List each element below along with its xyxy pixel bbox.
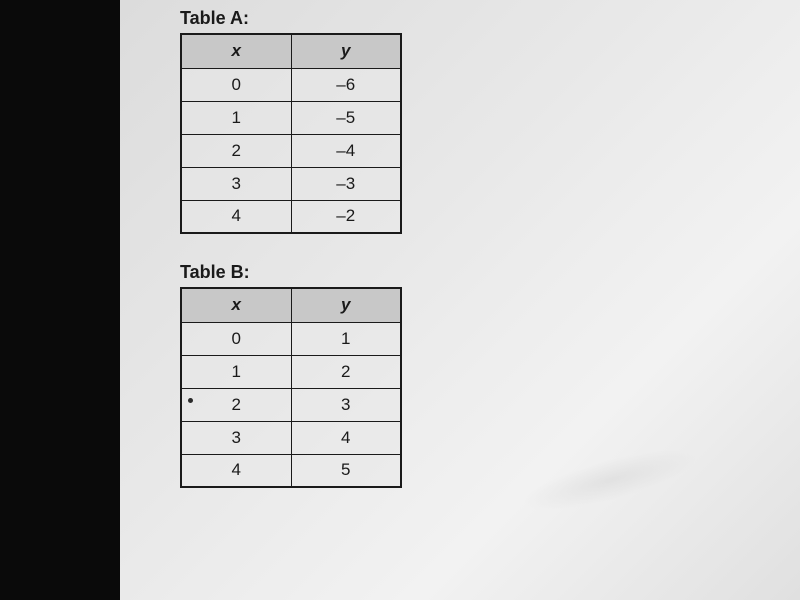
table-cell: –2 [291,200,401,233]
table-a-col-y: y [291,34,401,68]
table-row: 3 –3 [181,167,401,200]
table-row: 2 –4 [181,134,401,167]
page-content: Table A: x y 0 –6 1 –5 2 –4 [120,0,800,600]
table-cell: 5 [291,454,401,487]
table-cell: 1 [291,322,401,355]
table-cell: 2 [181,388,291,421]
table-row: 0 –6 [181,68,401,101]
table-row: 1 2 [181,355,401,388]
table-cell: 0 [181,68,291,101]
table-b-title: Table B: [180,262,770,283]
table-cell: 4 [181,200,291,233]
table-b: x y 0 1 1 2 2 3 3 4 [180,287,402,488]
table-cell: 2 [181,134,291,167]
table-cell: 3 [291,388,401,421]
table-a-title: Table A: [180,8,770,29]
table-b-col-x: x [181,288,291,322]
table-a-section: Table A: x y 0 –6 1 –5 2 –4 [150,8,770,234]
table-row: 4 5 [181,454,401,487]
table-cell: 1 [181,355,291,388]
table-cell: –6 [291,68,401,101]
table-cell: 3 [181,421,291,454]
table-row: 1 –5 [181,101,401,134]
table-a: x y 0 –6 1 –5 2 –4 3 –3 [180,33,402,234]
table-row: 2 3 [181,388,401,421]
table-cell: –3 [291,167,401,200]
table-row: 4 –2 [181,200,401,233]
table-b-col-y: y [291,288,401,322]
table-cell: 4 [291,421,401,454]
table-cell: 3 [181,167,291,200]
table-cell: 1 [181,101,291,134]
dot-mark [188,398,193,403]
table-row: 0 1 [181,322,401,355]
table-row: 3 4 [181,421,401,454]
table-cell: –4 [291,134,401,167]
table-cell: 4 [181,454,291,487]
table-cell: –5 [291,101,401,134]
table-a-header-row: x y [181,34,401,68]
table-cell: 2 [291,355,401,388]
table-b-header-row: x y [181,288,401,322]
table-cell: 0 [181,322,291,355]
table-a-col-x: x [181,34,291,68]
